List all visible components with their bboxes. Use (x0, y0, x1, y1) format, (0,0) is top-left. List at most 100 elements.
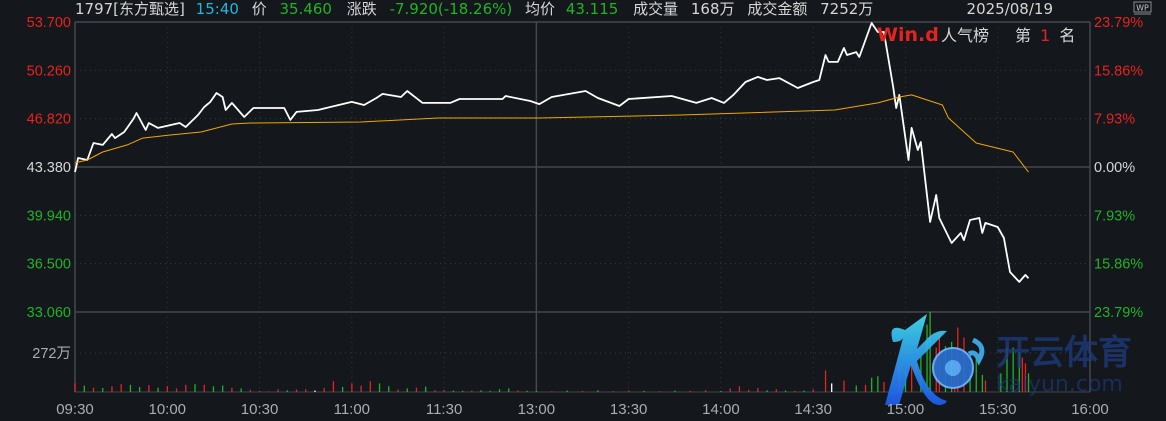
quote-time: 15:40 (196, 0, 239, 18)
price-line (74, 22, 1030, 283)
volume-bar (581, 390, 584, 392)
volume-bar (674, 390, 676, 392)
volume-bar (323, 387, 325, 392)
grid-lines (74, 21, 1091, 393)
y-tick-right: 15.86% (1094, 257, 1143, 273)
volume-bar (378, 383, 381, 392)
volume-bar (157, 387, 159, 392)
volume-bar (1021, 357, 1024, 392)
x-tick-label: 10:00 (148, 401, 186, 418)
volume-bar (425, 386, 427, 392)
volume-bar (406, 388, 408, 392)
price-value: 35.460 (279, 0, 332, 18)
volume-bar (351, 383, 353, 392)
stock-code-name: 1797[东方甄选] (75, 0, 185, 18)
x-tick-label: 09:30 (56, 401, 94, 418)
volume-bar (480, 390, 482, 392)
volume-bar (597, 390, 599, 392)
volume-bar (129, 384, 132, 392)
average-price-line (74, 94, 1029, 173)
y-tick-left: 50.260 (27, 63, 71, 79)
y-tick-right: 7.93% (1094, 112, 1135, 128)
volume-bar (489, 390, 491, 392)
volume-bar (231, 387, 233, 392)
watermark-text: 开云体育 (996, 333, 1132, 373)
volume-bar (612, 391, 614, 392)
price-label: 价 (252, 0, 267, 18)
volume-bar (111, 386, 113, 392)
volume-bar (824, 370, 827, 392)
quote-header: 1797[东方甄选] 15:40 价 35.460 涨跌 -7.920(-18.… (75, 0, 873, 18)
volume-value: 168万 (691, 0, 735, 18)
volume-bar (747, 389, 750, 392)
badge-title: 人气榜 (941, 26, 989, 45)
volume-bar (689, 390, 691, 392)
volume-bar (551, 391, 553, 392)
volume-bar (277, 389, 279, 392)
wind-logo: Win.d (877, 24, 939, 46)
volume-bar (74, 383, 76, 392)
volume-bar (83, 385, 85, 392)
volume-bar (757, 387, 759, 392)
axis-labels: 53.700 23.79% 50.260 15.86% 46.820 7.93% 43.38… (27, 15, 1144, 418)
volume-bar (981, 374, 984, 392)
y-tick-left: 33.060 (27, 305, 71, 321)
volume-bar (1006, 347, 1008, 392)
volume-bar (843, 380, 845, 392)
volume-bar (566, 390, 568, 392)
volume-bar (969, 370, 971, 392)
volume-bar (803, 390, 805, 392)
wp-icon[interactable]: WP (1133, 1, 1152, 15)
watermark-logo: 开云体育 kaiyun.com (885, 314, 1132, 405)
volume-bar (926, 324, 928, 392)
y-tick-left: 46.820 (27, 112, 71, 128)
volume-bar (240, 388, 242, 392)
volume-bar (883, 381, 885, 392)
volume-bar (984, 380, 987, 392)
volume-bar (92, 387, 95, 392)
x-tick-label: 13:30 (610, 401, 648, 418)
price-lines (74, 22, 1030, 283)
volume-bar (138, 386, 141, 392)
volume-bar (766, 390, 768, 392)
badge-rank: 第 1 名 (1015, 26, 1075, 45)
volume-bar (443, 389, 445, 392)
volume-bar (222, 385, 224, 392)
volume-bar (314, 390, 316, 392)
volume-bar (1012, 347, 1014, 392)
volume-bar (203, 384, 205, 392)
volume-bar (784, 390, 787, 392)
volume-bar (249, 389, 252, 392)
amount-label: 成交金额 (747, 0, 807, 18)
y-tick-left: 43.380 (27, 160, 71, 176)
volume-bar (864, 384, 867, 392)
change-value: -7.920(-18.26%) (390, 0, 513, 18)
volume-bar (1027, 373, 1030, 392)
volume-bar (643, 390, 645, 392)
volume-bar (305, 389, 307, 392)
x-tick-label: 14:00 (702, 401, 740, 418)
amount-value: 7252万 (820, 0, 873, 18)
volume-bar (517, 390, 519, 392)
volume-bar (871, 377, 873, 392)
volume-bar (535, 390, 538, 392)
volume-bar (194, 384, 196, 392)
volume-bar (911, 363, 913, 392)
quote-date: 2025/08/19 (967, 0, 1053, 18)
volume-label: 成交量 (633, 0, 678, 18)
volume-bar (1000, 373, 1002, 392)
volume-bar (812, 389, 814, 392)
volume-bar (1024, 363, 1027, 392)
volume-bar (738, 386, 741, 392)
volume-bar (360, 385, 362, 392)
y-tick-right: 23.79% (1094, 305, 1143, 321)
x-tick-label: 14:30 (794, 401, 832, 418)
volume-bar (775, 389, 777, 392)
wind-popularity-badge[interactable]: Win.d 人气榜 第 1 名 (877, 24, 1075, 46)
volume-bar (212, 386, 215, 392)
volume-bar (628, 390, 630, 392)
svg-text:WP: WP (1136, 4, 1149, 13)
volume-bar (855, 385, 857, 392)
